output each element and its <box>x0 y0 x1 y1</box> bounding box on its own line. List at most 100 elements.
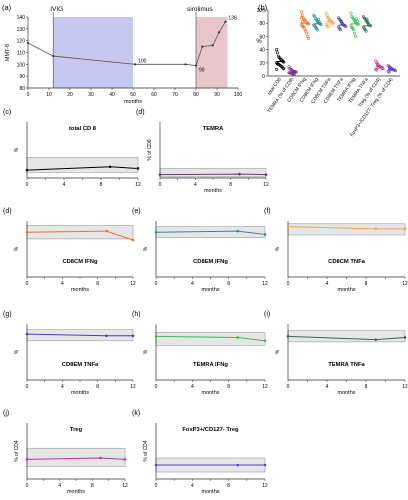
normal-range-band <box>26 157 139 173</box>
y-axis-label: % <box>275 349 281 354</box>
panel-h: (g) 0 4 8 12 months% CD8EM TNFa <box>3 311 136 396</box>
data-point <box>211 44 214 47</box>
chart-title: Treg <box>70 427 83 433</box>
data-point <box>299 16 303 20</box>
x-axis-label: months <box>71 287 89 293</box>
data-point <box>307 22 311 26</box>
data-point <box>353 34 357 38</box>
x-axis-label: months <box>337 390 355 396</box>
x-tick-label: 0 <box>287 281 290 287</box>
data-point <box>352 28 356 32</box>
x-tick-label: 12 <box>135 182 141 188</box>
region-label: sirolimus <box>187 6 213 13</box>
point-label: 100 <box>138 58 147 64</box>
data-point <box>375 68 379 72</box>
x-tick-label: 70 <box>172 92 178 98</box>
y-axis-label: % <box>14 246 20 251</box>
panel-label: (h) <box>132 311 141 318</box>
panel-label: (d) <box>3 208 12 215</box>
x-tick-label: 4 <box>61 281 64 287</box>
data-point <box>354 17 358 21</box>
data-point <box>275 67 279 71</box>
x-tick-label: 12 <box>263 182 269 188</box>
panel-g: (f) 0 4 8 12 months% CD8CM TNFa <box>264 208 408 293</box>
data-point <box>356 23 360 27</box>
y-axis-label: % of CD4 <box>143 440 149 462</box>
shaded-region <box>196 17 228 88</box>
chart-title: TEMRA <box>203 126 224 132</box>
data-point <box>300 19 304 23</box>
x-tick-label: 20 <box>67 92 73 98</box>
normal-range-band <box>26 447 126 467</box>
data-point <box>201 45 204 48</box>
panel-label: (d) <box>136 109 145 116</box>
y-axis-label: % <box>256 39 262 45</box>
data-point <box>319 23 323 27</box>
x-tick-label: 0 <box>26 182 29 188</box>
x-tick-label: 4 <box>191 483 194 489</box>
panel-label: (g) <box>3 311 12 318</box>
data-point <box>275 48 279 52</box>
data-point <box>305 31 309 35</box>
y-tick-label: 20 <box>259 61 265 67</box>
y-tick-label: 60 <box>259 34 265 40</box>
y-axis-label: % <box>14 147 20 152</box>
x-tick-label: 100 <box>234 92 243 98</box>
data-point <box>25 230 29 234</box>
data-point <box>353 31 357 35</box>
data-point <box>327 16 331 20</box>
data-point <box>25 458 29 461</box>
panel-label: (k) <box>132 410 140 417</box>
data-point <box>403 227 407 231</box>
data-point <box>349 11 353 15</box>
x-tick-label: 12 <box>130 281 136 287</box>
chart-title: TEMRA IFNg <box>193 362 228 368</box>
x-axis-label: months <box>204 188 222 194</box>
x-tick-label: 30 <box>88 92 94 98</box>
y-tick-label: 120 <box>17 39 26 45</box>
data-point <box>236 463 240 467</box>
panel-label: (a) <box>2 3 12 12</box>
data-point <box>316 17 320 21</box>
data-point <box>292 73 296 77</box>
normal-range-band <box>287 223 406 236</box>
chart-title: FoxP3+/CD127- Treg <box>182 427 239 433</box>
data-point <box>236 229 240 233</box>
x-axis-label: months <box>67 489 85 495</box>
y-axis-label: % of CD8 <box>147 139 153 161</box>
x-tick-label: 8 <box>96 281 99 287</box>
x-tick-label: 12 <box>402 384 408 390</box>
data-point <box>374 227 378 231</box>
chart-title: CD8CM IFNg <box>62 259 98 265</box>
x-axis-label: months <box>201 489 219 495</box>
x-tick-label: 4 <box>326 281 329 287</box>
data-point <box>105 229 108 233</box>
data-point <box>355 19 359 23</box>
x-tick-label: 8 <box>227 281 230 287</box>
normal-range-band <box>159 168 267 178</box>
data-point <box>52 54 55 58</box>
data-point <box>315 28 319 32</box>
x-tick-label: 4 <box>326 384 329 390</box>
data-point <box>134 63 137 66</box>
data-point <box>374 338 378 341</box>
x-tick-label: 0 <box>287 384 290 390</box>
data-point <box>99 456 102 460</box>
data-point <box>263 463 267 467</box>
data-point <box>300 13 304 17</box>
data-point <box>236 336 240 339</box>
data-point <box>25 168 29 172</box>
data-point <box>184 63 187 66</box>
x-tick-label: 0 <box>155 384 158 390</box>
data-point <box>325 13 329 17</box>
x-tick-label: 10 <box>46 92 52 98</box>
y-tick-label: 80 <box>259 21 265 27</box>
x-tick-label: 8 <box>365 384 368 390</box>
series-line <box>159 173 267 176</box>
data-point <box>238 172 241 176</box>
x-tick-label: 0 <box>159 182 162 188</box>
panel-label: (f) <box>264 208 271 215</box>
x-tick-label: 8 <box>96 384 99 390</box>
data-point <box>317 20 321 24</box>
